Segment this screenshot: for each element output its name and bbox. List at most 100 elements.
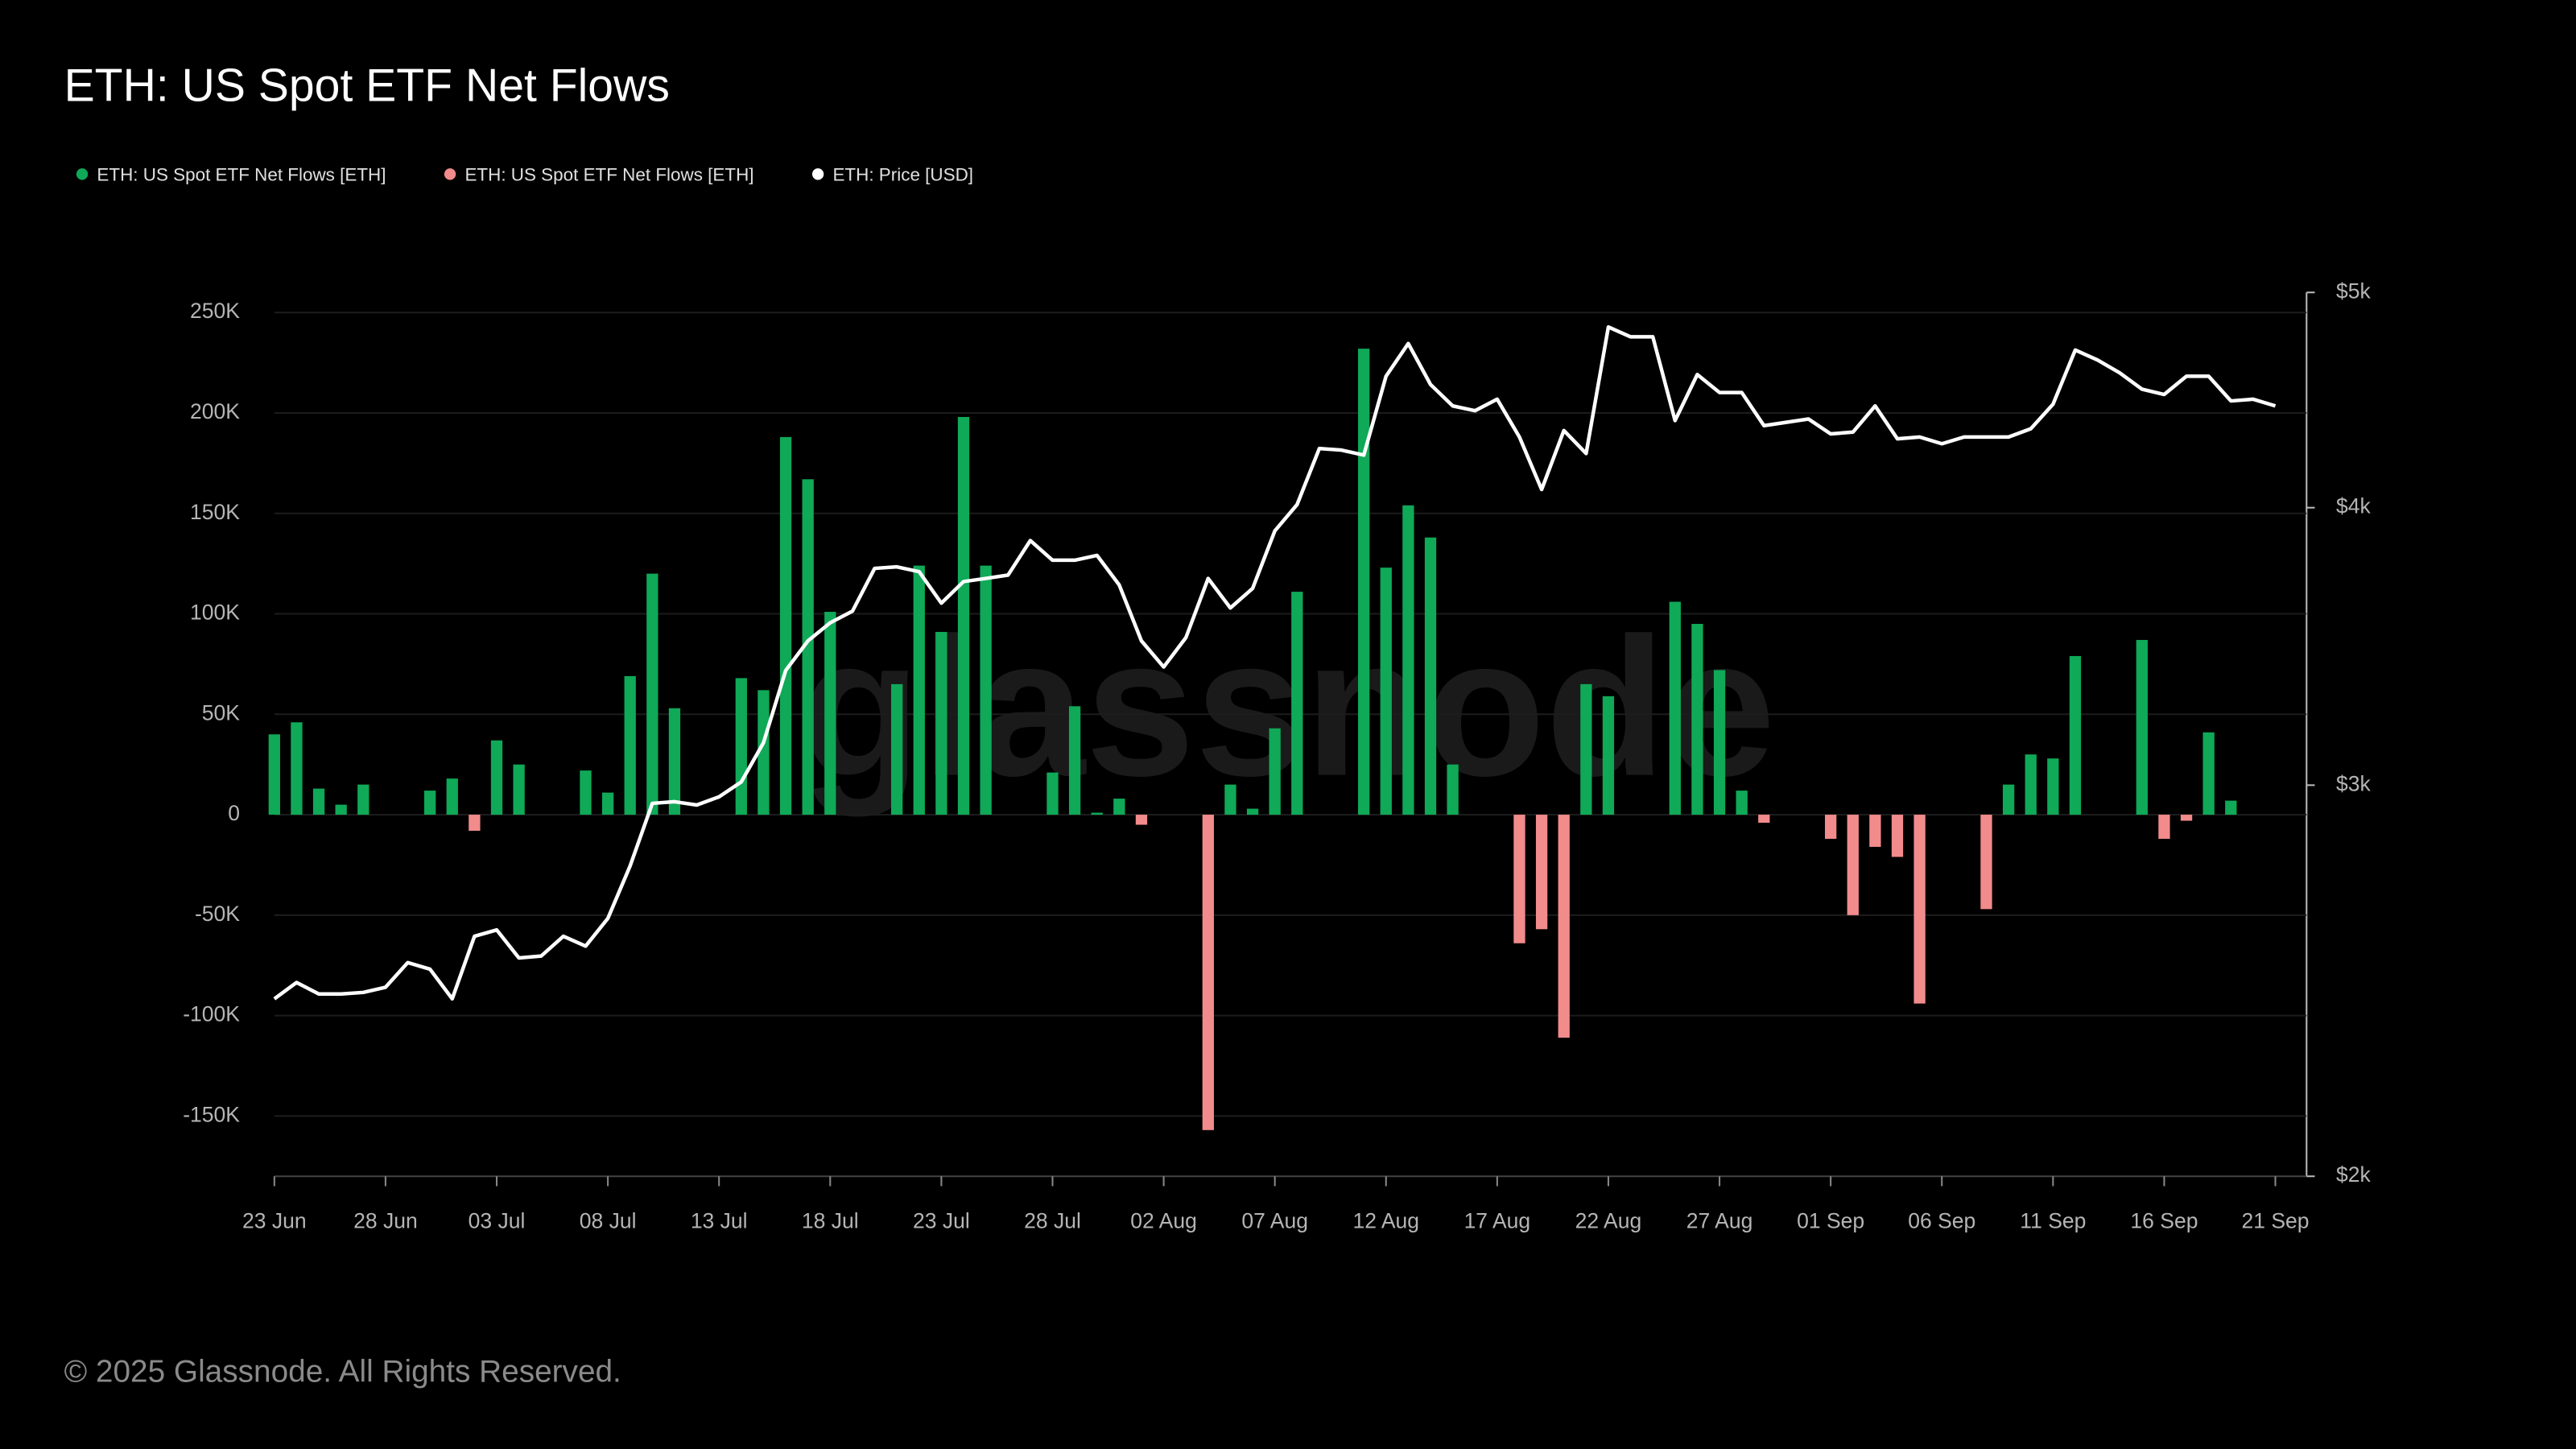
- y-tick-label: -50K: [195, 902, 240, 926]
- bar: [2180, 815, 2193, 821]
- bar: [580, 770, 592, 815]
- footer: © 2025 Glassnode. All Rights Reserved.: [64, 1354, 621, 1389]
- bar: [513, 764, 525, 815]
- bar: [335, 804, 347, 815]
- bar: [1513, 815, 1525, 943]
- price-line: [273, 324, 2277, 1001]
- bar: [802, 479, 814, 815]
- legend-marker: [444, 168, 456, 180]
- bar: [1380, 568, 1392, 815]
- y-tick-label: 200K: [190, 399, 240, 423]
- legend-label: ETH: US Spot ETF Net Flows [ETH]: [97, 164, 386, 184]
- bar: [891, 683, 903, 815]
- bar: [490, 740, 503, 815]
- bar: [1091, 812, 1103, 815]
- bar: [1068, 706, 1081, 815]
- bar: [980, 565, 992, 815]
- y-tick-label: -150K: [183, 1102, 240, 1126]
- bar: [758, 690, 770, 815]
- legend-marker: [76, 168, 89, 180]
- bar: [268, 734, 280, 815]
- bar: [1046, 772, 1059, 815]
- bar: [601, 792, 614, 815]
- x-tick-label: 03 Jul: [469, 1208, 526, 1232]
- legend-label: ETH: US Spot ETF Net Flows [ETH]: [464, 164, 753, 184]
- bar: [1669, 601, 1681, 815]
- y2-tick-label: $4k: [2336, 494, 2371, 518]
- bar: [957, 416, 970, 815]
- chart-title: ETH: US Spot ETF Net Flows: [64, 60, 670, 111]
- bar: [2136, 639, 2148, 815]
- bar: [1891, 815, 1904, 857]
- bar: [2202, 732, 2215, 815]
- bar: [291, 722, 303, 815]
- x-tick-label: 02 Aug: [1130, 1208, 1197, 1232]
- bar: [2069, 655, 2082, 815]
- bar: [1558, 815, 1570, 1038]
- bar: [1269, 728, 1281, 815]
- y2-tick-label: $5k: [2336, 279, 2371, 303]
- bar: [1113, 799, 1125, 815]
- bar: [2002, 784, 2015, 815]
- x-tick-label: 27 Aug: [1686, 1208, 1753, 1232]
- bar: [1202, 815, 1214, 1130]
- bar: [1447, 764, 1459, 815]
- bar: [424, 791, 436, 815]
- x-tick-label: 06 Sep: [1908, 1208, 1975, 1232]
- bar: [2025, 754, 2037, 815]
- bar: [1580, 683, 1592, 815]
- bar: [2225, 800, 2237, 815]
- y2-tick-label: $2k: [2336, 1162, 2371, 1187]
- x-tick-label: 11 Sep: [2020, 1208, 2086, 1232]
- bar: [824, 612, 836, 815]
- bar: [2047, 758, 2059, 815]
- bar: [1691, 624, 1703, 815]
- x-tick-label: 28 Jul: [1024, 1208, 1081, 1232]
- bar: [312, 788, 325, 815]
- bar: [1825, 815, 1837, 840]
- x-tick-label: 12 Aug: [1352, 1208, 1419, 1232]
- x-tick-label: 01 Sep: [1797, 1208, 1864, 1232]
- legend-marker: [811, 168, 824, 180]
- bar: [1424, 537, 1437, 815]
- bar: [1224, 784, 1236, 815]
- bar: [469, 815, 481, 832]
- y2-tick-label: $3k: [2336, 771, 2371, 795]
- x-tick-label: 22 Aug: [1575, 1208, 1642, 1232]
- bar: [624, 675, 636, 815]
- bar: [1535, 815, 1548, 930]
- y-tick-label: 0: [228, 801, 240, 825]
- y-tick-label: -100K: [183, 1002, 240, 1026]
- bar: [1402, 505, 1414, 815]
- bar: [1358, 349, 1370, 815]
- bar: [1246, 808, 1259, 815]
- bar: [1869, 815, 1881, 847]
- bar: [357, 784, 369, 815]
- bar: [1713, 670, 1726, 815]
- bar: [1602, 696, 1615, 815]
- bar: [1291, 592, 1303, 815]
- bar: [779, 436, 792, 815]
- x-tick-label: 13 Jul: [691, 1208, 748, 1232]
- x-tick-label: 23 Jul: [913, 1208, 970, 1232]
- bar: [668, 708, 681, 815]
- x-tick-label: 21 Sep: [2242, 1208, 2310, 1232]
- y-tick-label: 100K: [190, 601, 240, 625]
- bar: [1758, 815, 1770, 824]
- x-tick-label: 07 Aug: [1241, 1208, 1308, 1232]
- bar: [1913, 815, 1926, 1004]
- y-tick-label: 50K: [202, 700, 240, 724]
- x-tick-label: 28 Jun: [353, 1208, 418, 1232]
- x-tick-label: 23 Jun: [242, 1208, 307, 1232]
- x-tick-label: 17 Aug: [1464, 1208, 1531, 1232]
- bar: [646, 573, 658, 815]
- bar: [2158, 815, 2170, 840]
- bar: [735, 678, 747, 815]
- bar: [913, 565, 925, 815]
- bar: [1847, 815, 1859, 915]
- x-tick-label: 16 Sep: [2130, 1208, 2198, 1232]
- bar: [1135, 815, 1148, 825]
- x-tick-label: 08 Jul: [580, 1208, 637, 1232]
